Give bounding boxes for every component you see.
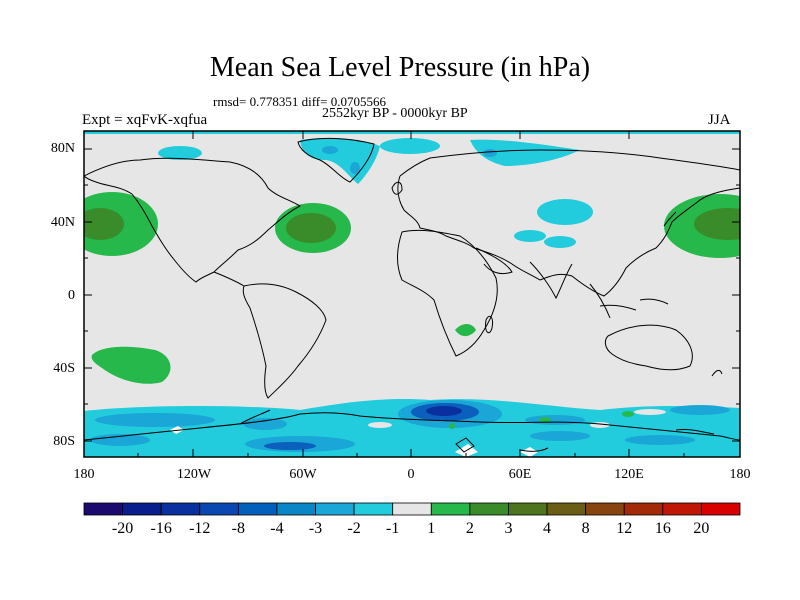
lon-label-120w: 120W bbox=[176, 467, 212, 482]
antarctic-positive-spots bbox=[449, 411, 634, 429]
north-atlantic-high bbox=[275, 203, 351, 253]
colorbar-label: 8 bbox=[581, 520, 590, 537]
colorbar-swatch bbox=[276, 502, 316, 516]
lat-ticks bbox=[84, 148, 740, 442]
experiment-label: Expt = xqFvK-xqfua bbox=[82, 112, 208, 128]
colorbar-swatch bbox=[353, 502, 394, 516]
lon-ticks bbox=[137, 131, 685, 457]
colorbar-label: 20 bbox=[693, 520, 710, 537]
colorbar-label: -2 bbox=[347, 520, 361, 537]
lon-label-0: 0 bbox=[407, 467, 415, 482]
lat-label-80s: 80S bbox=[53, 434, 75, 449]
colorbar-label: -20 bbox=[111, 520, 134, 537]
colorbar-swatch bbox=[585, 502, 625, 516]
southern-ocean-anomaly bbox=[84, 399, 740, 457]
colorbar-label: 12 bbox=[616, 520, 633, 537]
colorbar-swatch bbox=[122, 502, 162, 516]
colorbar-label: 16 bbox=[654, 520, 671, 537]
season-label: JJA bbox=[708, 112, 731, 128]
colorbar-swatch bbox=[392, 502, 432, 516]
colorbar-swatch bbox=[623, 502, 664, 516]
colorbar-label: -3 bbox=[308, 520, 323, 537]
colorbar-label: 4 bbox=[543, 520, 552, 537]
coastlines bbox=[84, 137, 740, 453]
arctic-edge-band bbox=[84, 131, 740, 134]
colorbar-swatch bbox=[199, 502, 239, 516]
colorbar-swatch bbox=[701, 502, 741, 516]
north-pacific-high-west bbox=[84, 192, 158, 256]
colorbar-swatch bbox=[662, 502, 702, 516]
colorbar-label: -4 bbox=[270, 520, 284, 537]
arctic-moderate-anomaly bbox=[322, 146, 497, 174]
lat-label-eq: 0 bbox=[68, 288, 75, 303]
colorbar-swatch bbox=[160, 502, 201, 516]
map-frame bbox=[83, 130, 741, 458]
lon-label-120e: 120E bbox=[614, 467, 644, 482]
statistics-text: rmsd= 0.778351 diff= 0.0705566 bbox=[213, 94, 386, 109]
map-title: Mean Sea Level Pressure (in hPa) bbox=[209, 52, 591, 83]
north-pacific-high-east bbox=[664, 194, 740, 258]
colorbar-label: -16 bbox=[150, 520, 172, 537]
colorbar-label: -12 bbox=[189, 520, 211, 537]
colorbar-swatch bbox=[237, 502, 278, 516]
colorbar-swatch bbox=[430, 502, 471, 516]
south-pacific-high bbox=[91, 346, 171, 384]
lon-label-60w: 60W bbox=[289, 467, 317, 482]
lat-label-80n: 80N bbox=[50, 141, 75, 156]
southern-africa-high bbox=[455, 324, 476, 337]
colorbar-label: -1 bbox=[386, 520, 400, 537]
period-text: 2552kyr BP - 0000kyr BP bbox=[322, 106, 468, 121]
lon-label-180e: 180 bbox=[729, 467, 751, 482]
colorbar-swatch bbox=[83, 502, 123, 516]
colorbar-label: 3 bbox=[504, 520, 513, 537]
colorbar-label: -8 bbox=[231, 520, 245, 537]
colorbar-swatch bbox=[469, 502, 509, 516]
lon-label-60e: 60E bbox=[508, 467, 532, 482]
colorbar-swatch bbox=[546, 502, 587, 516]
lon-label-180w: 180 bbox=[73, 467, 95, 482]
colorbar-label: 1 bbox=[427, 520, 436, 537]
arctic-negative-anomaly bbox=[158, 138, 593, 248]
lat-label-40n: 40N bbox=[50, 215, 75, 230]
colorbar-swatch bbox=[315, 502, 355, 516]
colorbar-label: 2 bbox=[465, 520, 474, 537]
colorbar bbox=[83, 502, 741, 516]
lat-label-40s: 40S bbox=[53, 361, 75, 376]
colorbar-swatch bbox=[508, 502, 548, 516]
